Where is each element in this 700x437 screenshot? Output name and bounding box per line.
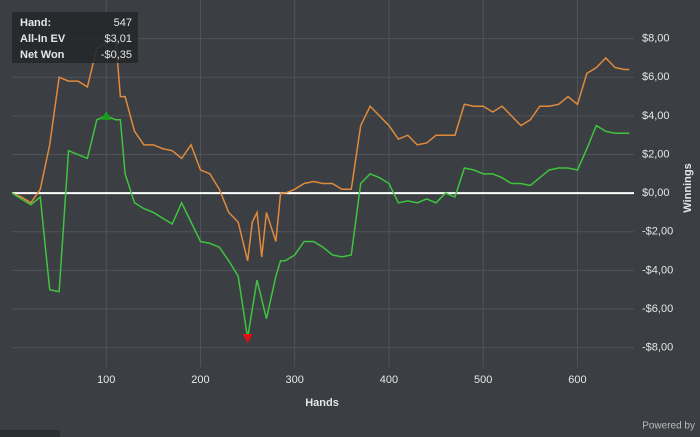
x-tick-label: 400 <box>380 374 398 386</box>
series-line <box>11 115 630 339</box>
x-tick-label: 100 <box>97 374 115 386</box>
y-tick-label: $6,00 <box>642 71 670 83</box>
y-tick-label: -$8,00 <box>642 342 673 354</box>
x-axis-title: Hands <box>305 397 339 409</box>
credit: Powered by <box>642 421 695 432</box>
y-tick-label: $2,00 <box>642 148 670 160</box>
y-tick-label: -$2,00 <box>642 226 673 238</box>
tooltip-value: $3,01 <box>104 33 132 45</box>
x-tick-label: 500 <box>474 374 492 386</box>
y-tick-label: -$6,00 <box>642 303 673 315</box>
tooltip-label: Hand: <box>20 17 51 29</box>
x-tick-label: 600 <box>568 374 586 386</box>
series-line <box>11 37 630 261</box>
tooltip-value: 547 <box>114 17 132 29</box>
x-tick-label: 300 <box>286 374 304 386</box>
min-marker <box>242 334 253 344</box>
tooltip-label: Net Won <box>20 49 65 61</box>
lines <box>11 37 630 344</box>
tooltip-value: -$0,35 <box>101 49 132 61</box>
y-tick-label: $4,00 <box>642 110 670 122</box>
y-axis-title: Winnings <box>682 163 694 212</box>
tab <box>0 430 60 437</box>
tooltip: Hand: 547 All-In EV $3,01 Net Won -$0,35 <box>12 12 138 63</box>
tooltip-box <box>12 12 138 63</box>
x-tick-label: 200 <box>191 374 209 386</box>
y-tick-label: -$4,00 <box>642 264 673 276</box>
max-marker <box>101 110 112 120</box>
y-tick-label: $0,00 <box>642 187 670 199</box>
y-tick-label: $8,00 <box>642 33 670 45</box>
tooltip-label: All-In EV <box>20 33 66 45</box>
